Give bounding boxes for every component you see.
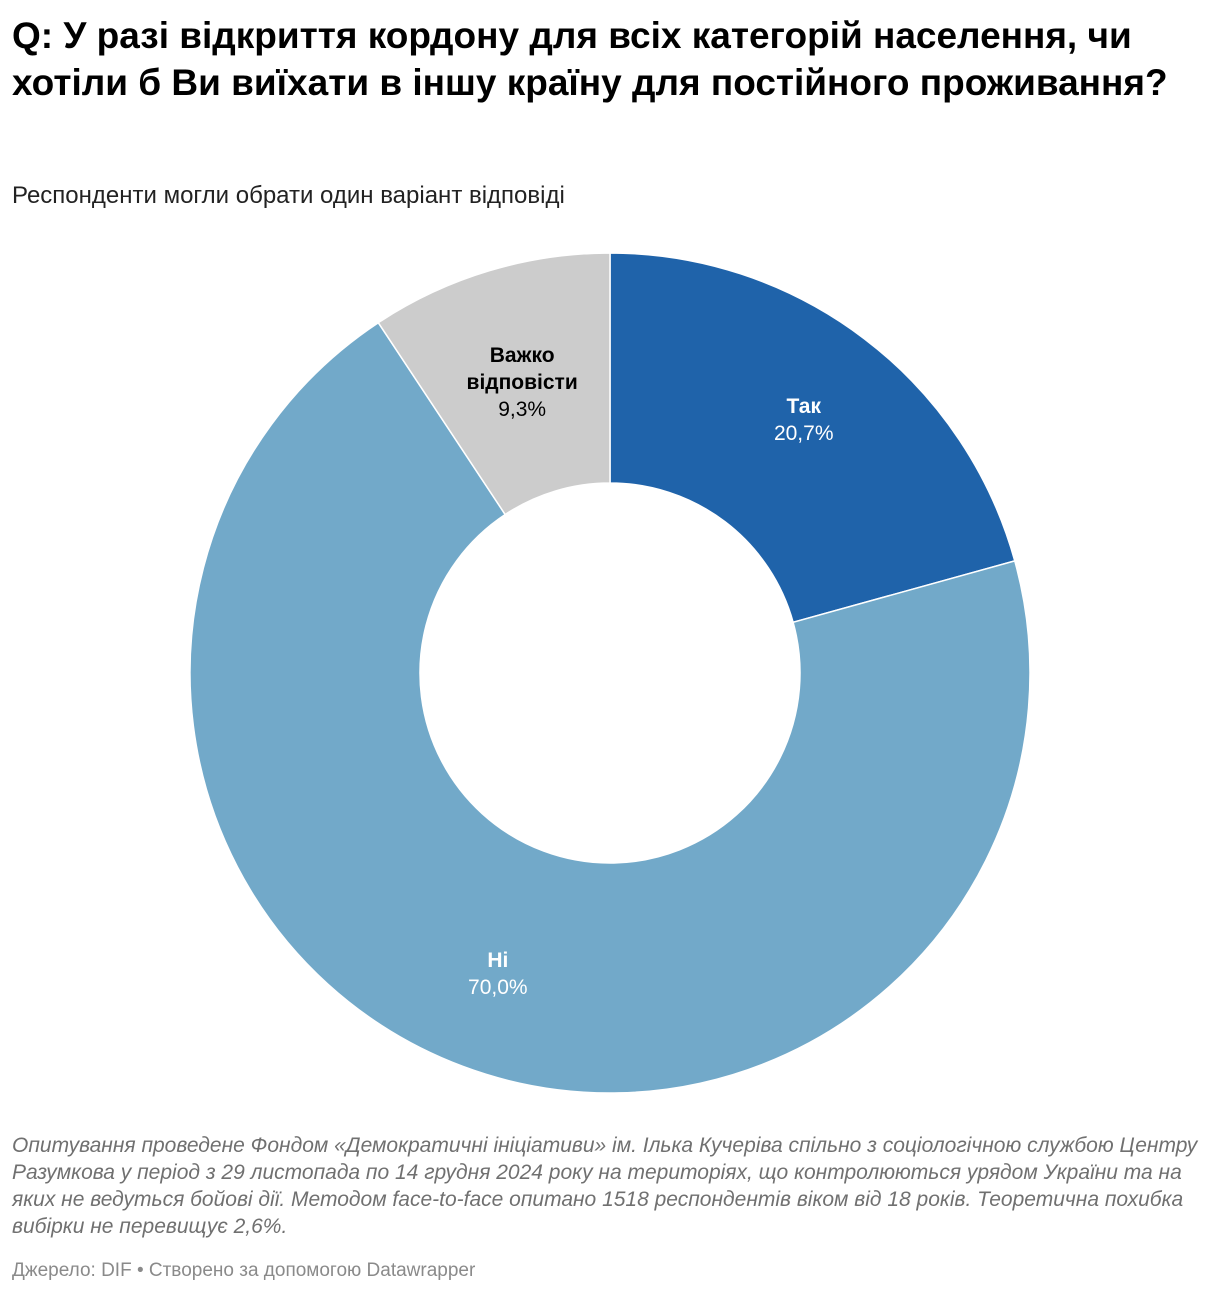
slice-label-1: Ні 70,0% [468, 949, 528, 999]
slice-value-label: 9,3% [498, 398, 546, 421]
slice-name-label: відповісти [467, 371, 578, 394]
slice-1 [189, 321, 1031, 1094]
chart-title: Q: У разі відкриття кордону для всіх кат… [12, 15, 1168, 103]
donut-chart: Так 20,7% Ні 70,0% Важко відповісти 9,3% [0, 240, 1220, 1110]
chart-notes: Опитування проведене Фондом «Демократичн… [12, 1134, 1198, 1238]
slice-label-2: Важко відповісти 9,3% [467, 344, 578, 421]
slice-2 [377, 252, 611, 516]
chart-subtitle: Респонденти могли обрати один варіант ві… [12, 182, 565, 209]
donut-chart-svg: Так 20,7% Ні 70,0% Важко відповісти 9,3% [189, 252, 1031, 1094]
slice-0 [609, 252, 1016, 624]
slice-name-label: Ні [487, 949, 508, 972]
slice-value-label: 70,0% [468, 976, 528, 999]
chart-source: Джерело: DIF • Створено за допомогою Dat… [12, 1260, 476, 1281]
slice-name-label: Так [786, 395, 821, 418]
slice-name-label: Важко [490, 344, 555, 367]
slice-value-label: 20,7% [774, 422, 834, 445]
slice-label-0: Так 20,7% [774, 395, 834, 445]
